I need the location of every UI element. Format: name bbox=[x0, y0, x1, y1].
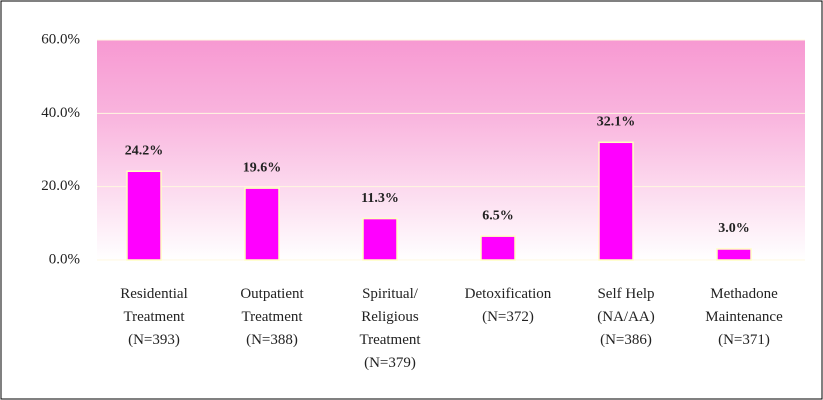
x-tick-label-line: (N=393) bbox=[128, 332, 180, 348]
y-tick-label: 20.0% bbox=[41, 178, 80, 194]
x-tick-label: Residential Treatment (N=393) bbox=[120, 286, 188, 348]
bar bbox=[716, 248, 752, 261]
x-tick-label-line: Religious bbox=[361, 309, 419, 325]
x-tick-label-line: Methadone bbox=[710, 286, 778, 302]
x-tick-label-line: (N=371) bbox=[718, 332, 770, 348]
x-tick-label: Outpatient Treatment (N=388) bbox=[240, 286, 304, 348]
x-tick-label-line: Outpatient bbox=[240, 286, 304, 302]
x-tick-label-line: Maintenance bbox=[705, 309, 783, 325]
x-tick-label-line: (NA/AA) bbox=[597, 309, 655, 325]
bar bbox=[362, 217, 398, 261]
bar bbox=[126, 170, 162, 261]
y-tick-label: 40.0% bbox=[41, 105, 80, 121]
x-tick-label: Detoxification (N=372) bbox=[465, 286, 552, 325]
bar bbox=[598, 141, 634, 261]
x-tick-label: Methadone Maintenance (N=371) bbox=[705, 286, 783, 348]
value-label: 32.1% bbox=[597, 115, 636, 130]
y-tick-label: 60.0% bbox=[41, 31, 80, 47]
x-tick-label-line: Treatment bbox=[241, 309, 303, 325]
x-tick-label-line: Treatment bbox=[359, 332, 421, 348]
x-tick-label-line: Detoxification bbox=[465, 286, 552, 302]
x-tick-label-line: (N=388) bbox=[246, 332, 298, 348]
value-label: 11.3% bbox=[361, 191, 399, 206]
value-label: 24.2% bbox=[125, 143, 164, 158]
y-tick-label: 0.0% bbox=[49, 251, 80, 267]
x-tick-label-line: Treatment bbox=[123, 309, 185, 325]
bar bbox=[244, 187, 280, 261]
x-tick-label-line: (N=379) bbox=[364, 355, 416, 371]
value-label: 3.0% bbox=[718, 221, 750, 236]
x-tick-label-line: (N=372) bbox=[482, 309, 534, 325]
value-label: 19.6% bbox=[243, 160, 282, 175]
x-tick-label-line: Residential bbox=[120, 286, 188, 302]
x-tick-label: Self Help (NA/AA) (N=386) bbox=[597, 286, 655, 348]
x-tick-label-line: Spiritual/ bbox=[362, 286, 419, 302]
x-tick-label-line: (N=386) bbox=[600, 332, 652, 348]
x-tick-label: Spiritual/Religious Treatment (N=379) bbox=[359, 286, 421, 371]
value-label: 6.5% bbox=[482, 208, 514, 223]
bar bbox=[480, 235, 516, 261]
plot-area bbox=[97, 40, 805, 260]
x-tick-label-line: Self Help bbox=[597, 286, 654, 302]
